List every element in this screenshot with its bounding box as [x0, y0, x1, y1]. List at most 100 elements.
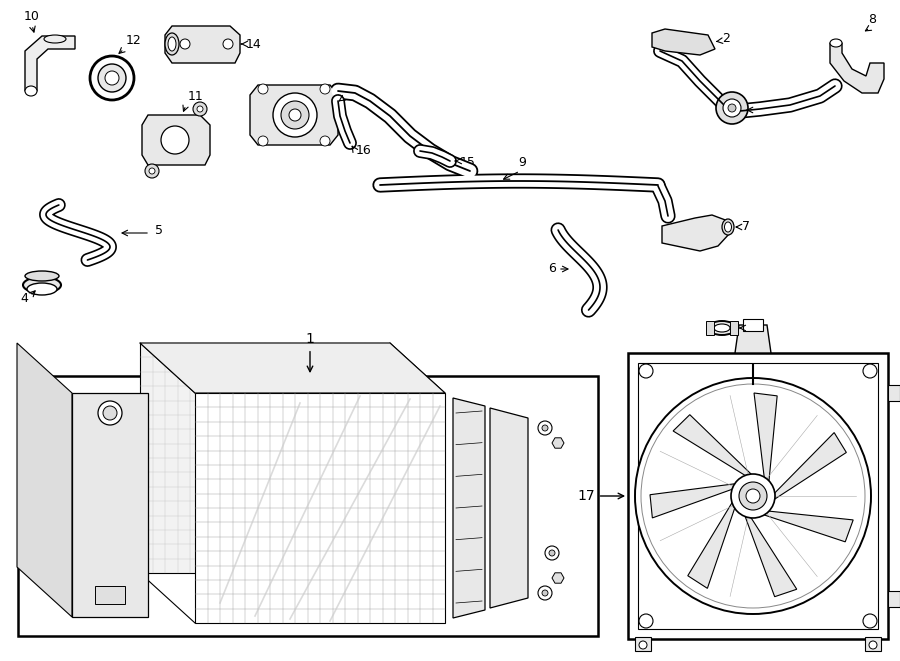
Text: 3: 3 — [752, 104, 760, 118]
Text: 18: 18 — [745, 321, 760, 334]
Circle shape — [746, 489, 760, 503]
Polygon shape — [775, 432, 846, 499]
Text: 11: 11 — [188, 90, 203, 103]
Polygon shape — [552, 573, 564, 583]
Ellipse shape — [25, 271, 59, 281]
Ellipse shape — [714, 324, 730, 332]
Text: 15: 15 — [460, 157, 476, 169]
Ellipse shape — [44, 35, 66, 43]
Polygon shape — [764, 511, 853, 542]
Text: 16: 16 — [356, 145, 372, 157]
Circle shape — [639, 614, 653, 628]
Ellipse shape — [23, 277, 61, 293]
Ellipse shape — [830, 39, 842, 47]
Circle shape — [542, 590, 548, 596]
Circle shape — [542, 425, 548, 431]
Polygon shape — [754, 393, 778, 481]
Text: 9: 9 — [518, 156, 526, 169]
Circle shape — [98, 64, 126, 92]
Bar — [635, 637, 651, 651]
Ellipse shape — [25, 86, 37, 96]
Circle shape — [320, 136, 330, 146]
Circle shape — [197, 106, 203, 112]
Circle shape — [863, 364, 877, 378]
Ellipse shape — [165, 33, 179, 55]
Circle shape — [545, 546, 559, 560]
Circle shape — [273, 93, 317, 137]
Circle shape — [739, 482, 767, 510]
Polygon shape — [142, 115, 210, 165]
Text: 6: 6 — [548, 262, 556, 276]
Circle shape — [161, 126, 189, 154]
Text: 13: 13 — [344, 89, 360, 102]
Polygon shape — [650, 484, 734, 518]
Bar — [865, 637, 881, 651]
Circle shape — [145, 164, 159, 178]
Circle shape — [180, 39, 190, 49]
Polygon shape — [17, 343, 72, 617]
Polygon shape — [673, 414, 752, 475]
Polygon shape — [652, 29, 715, 55]
Text: 17: 17 — [577, 489, 624, 503]
Bar — [95, 586, 125, 604]
Ellipse shape — [168, 37, 176, 51]
Circle shape — [289, 109, 301, 121]
Polygon shape — [662, 215, 730, 251]
Polygon shape — [552, 438, 564, 448]
Text: 14: 14 — [246, 38, 262, 50]
Circle shape — [723, 99, 741, 117]
Ellipse shape — [708, 321, 736, 335]
Circle shape — [728, 104, 736, 112]
Circle shape — [223, 39, 233, 49]
Bar — [638, 363, 878, 629]
Text: 8: 8 — [868, 13, 876, 26]
Bar — [743, 319, 763, 331]
Text: 2: 2 — [722, 32, 730, 46]
Text: 10: 10 — [24, 10, 40, 23]
Text: 4: 4 — [20, 292, 28, 305]
Polygon shape — [140, 343, 390, 573]
Text: 7: 7 — [742, 221, 750, 233]
Circle shape — [549, 550, 555, 556]
Polygon shape — [453, 398, 485, 618]
Bar — [628, 353, 888, 639]
Circle shape — [320, 84, 330, 94]
Circle shape — [98, 401, 122, 425]
Circle shape — [538, 586, 552, 600]
Circle shape — [731, 474, 775, 518]
Polygon shape — [735, 325, 771, 353]
Polygon shape — [195, 393, 445, 623]
Circle shape — [863, 614, 877, 628]
Polygon shape — [72, 393, 148, 617]
Circle shape — [103, 406, 117, 420]
Text: 5: 5 — [155, 225, 163, 237]
Circle shape — [258, 84, 268, 94]
Circle shape — [193, 102, 207, 116]
Circle shape — [639, 641, 647, 649]
Ellipse shape — [27, 283, 57, 295]
Polygon shape — [165, 26, 240, 63]
Polygon shape — [140, 343, 445, 393]
Polygon shape — [490, 408, 528, 608]
Text: 12: 12 — [126, 34, 142, 47]
Polygon shape — [688, 503, 734, 588]
Circle shape — [105, 71, 119, 85]
Circle shape — [639, 364, 653, 378]
Polygon shape — [25, 36, 75, 91]
Circle shape — [538, 421, 552, 435]
Bar — [18, 376, 598, 636]
Ellipse shape — [722, 219, 734, 235]
Polygon shape — [745, 516, 796, 597]
Polygon shape — [830, 43, 884, 93]
Bar — [888, 591, 900, 607]
Bar — [730, 321, 738, 335]
Circle shape — [716, 92, 748, 124]
Circle shape — [641, 384, 865, 608]
Circle shape — [258, 136, 268, 146]
Bar — [888, 385, 900, 401]
Circle shape — [635, 378, 871, 614]
Ellipse shape — [724, 222, 732, 232]
Circle shape — [90, 56, 134, 100]
Text: 1: 1 — [306, 332, 314, 371]
Circle shape — [149, 168, 155, 174]
